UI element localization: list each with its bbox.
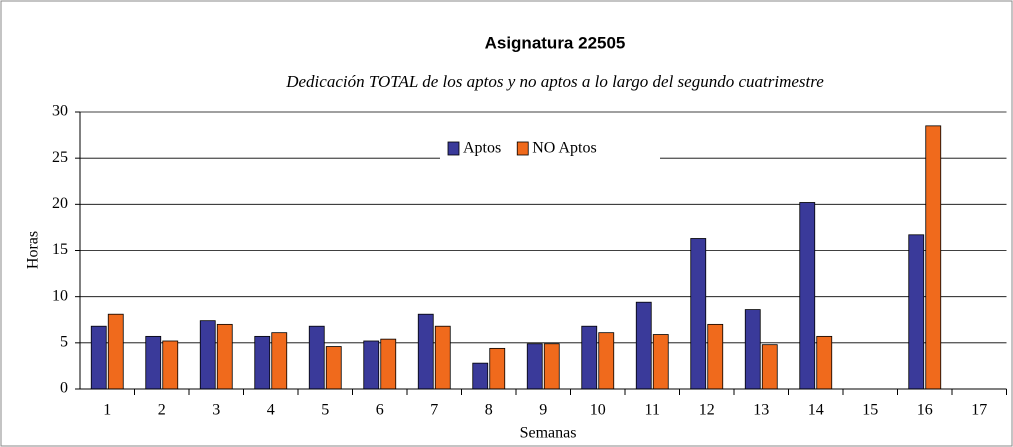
bar	[707, 323, 724, 390]
bar	[199, 320, 216, 390]
bar	[908, 234, 925, 390]
bar	[472, 362, 489, 390]
bar	[543, 343, 560, 390]
bar	[216, 323, 233, 390]
legend: Aptos NO Aptos	[440, 134, 660, 164]
bar	[363, 340, 380, 390]
x-tick-label: 1	[103, 402, 111, 419]
y-tick-label: 20	[52, 195, 68, 212]
bar	[690, 238, 707, 390]
chart-title: Asignatura 22505	[485, 33, 626, 52]
bar	[489, 347, 506, 390]
legend-label: NO Aptos	[532, 140, 596, 157]
y-tick-label: 30	[52, 103, 68, 120]
x-tick-label: 7	[430, 402, 438, 419]
bar	[254, 335, 271, 390]
legend-swatch	[447, 141, 460, 156]
bar	[761, 344, 778, 390]
bar	[799, 202, 816, 390]
y-axis-label: Horas	[25, 231, 42, 269]
x-tick-label: 3	[212, 402, 220, 419]
x-tick-label: 9	[539, 402, 547, 419]
legend-swatch	[516, 141, 529, 156]
y-tick-label: 15	[52, 241, 68, 258]
chart-subtitle: Dedicación TOTAL de los aptos y no aptos…	[285, 72, 824, 91]
bar	[598, 332, 615, 390]
bar	[581, 325, 598, 390]
bar	[325, 346, 342, 390]
bar	[652, 334, 669, 390]
legend-box	[440, 134, 660, 164]
y-tick-label: 25	[52, 149, 68, 166]
x-tick-label: 8	[485, 402, 493, 419]
bar	[925, 125, 942, 390]
x-tick-label: 5	[321, 402, 329, 419]
x-axis-label: Semanas	[520, 425, 577, 442]
bar	[308, 325, 325, 390]
bar	[107, 313, 124, 390]
x-tick-label: 12	[699, 402, 715, 419]
y-tick-label: 0	[60, 380, 68, 397]
bar	[145, 335, 162, 390]
y-tick-label: 5	[60, 334, 68, 351]
legend-label: Aptos	[463, 140, 501, 157]
bar	[526, 343, 543, 390]
x-tick-label: 17	[971, 402, 987, 419]
x-tick-label: 14	[808, 402, 824, 419]
bar	[744, 309, 761, 390]
x-tick-label: 4	[267, 402, 275, 419]
y-tick-label: 10	[52, 287, 68, 304]
x-tick-label: 10	[590, 402, 606, 419]
bar	[434, 325, 451, 390]
bar	[271, 332, 288, 390]
x-tick-label: 15	[862, 402, 878, 419]
bar	[635, 301, 652, 390]
x-tick-label: 16	[917, 402, 933, 419]
x-tick-label: 11	[645, 402, 660, 419]
bar	[816, 335, 833, 390]
bar	[380, 338, 397, 390]
x-tick-label: 13	[753, 402, 769, 419]
bar	[90, 325, 107, 390]
bar	[162, 340, 179, 390]
x-tick-label: 6	[376, 402, 384, 419]
bar	[417, 313, 434, 390]
x-tick-label: 2	[158, 402, 166, 419]
